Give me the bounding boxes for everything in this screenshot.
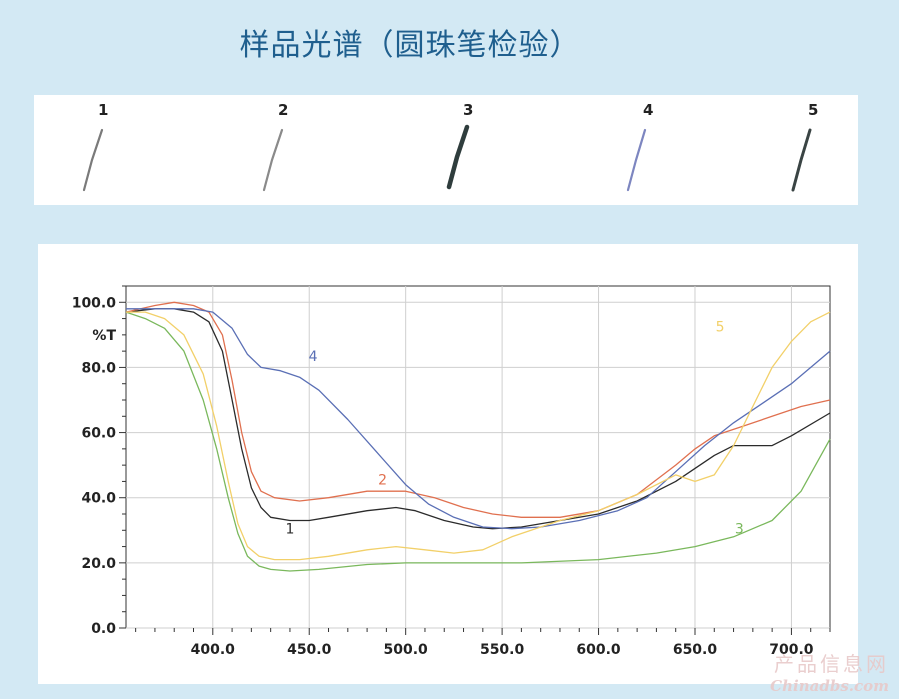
- series-line-4: [126, 308, 831, 530]
- sample-label: 1: [98, 101, 109, 119]
- series-label-3: 3: [735, 522, 744, 538]
- sample-label: 5: [808, 101, 819, 119]
- y-tick-label: 40.0: [81, 491, 116, 507]
- slide-title: 样品光谱（圆珠笔检验）: [239, 28, 581, 63]
- x-tick-label: 700.0: [769, 642, 814, 658]
- watermark-cn: 产品信息网: [774, 652, 889, 676]
- ink-stroke-4: [626, 128, 647, 192]
- x-tick-label: 500.0: [384, 642, 429, 658]
- ink-stroke-5: [791, 128, 812, 192]
- ink-stroke-2: [262, 128, 284, 192]
- ink-stroke-1: [82, 128, 104, 192]
- watermark-en: Chinadbs.com: [770, 677, 889, 695]
- y-tick-label: 60.0: [81, 426, 116, 442]
- y-axis-label: %T: [92, 328, 116, 344]
- sample-2: 2: [244, 95, 324, 205]
- series-label-4: 4: [309, 349, 318, 365]
- sample-3: 3: [429, 95, 509, 205]
- x-tick-label: 450.0: [287, 642, 332, 658]
- y-tick-label: 20.0: [81, 556, 116, 572]
- series-line-2: [125, 301, 831, 518]
- spectrum-chart: 400.0 450.0 500.0 550.0 600.0 650.0 700.0 0.0 20…: [72, 285, 831, 658]
- series-label-2: 2: [378, 473, 387, 489]
- series-line-1: [125, 308, 831, 530]
- x-tick-label: 600.0: [576, 642, 621, 658]
- series-line-3: [125, 311, 831, 572]
- x-tick-label: 650.0: [673, 642, 718, 658]
- sample-1: 1: [64, 95, 144, 205]
- sample-strip: 1 2 3 4 5: [34, 95, 858, 205]
- sample-5: 5: [774, 95, 854, 205]
- y-tick-label: 100.0: [72, 295, 117, 311]
- x-tick-label: 550.0: [480, 642, 525, 658]
- sample-label: 2: [278, 101, 289, 119]
- sample-4: 4: [609, 95, 689, 205]
- watermark: 产品信息网 Chinadbs.com: [770, 648, 889, 695]
- series-label-1: 1: [285, 522, 294, 538]
- y-tick-label: 0.0: [91, 621, 116, 637]
- ink-stroke-3: [446, 124, 470, 190]
- x-tick-label: 400.0: [191, 642, 236, 658]
- series-line-5: [126, 311, 831, 561]
- y-tick-label: 80.0: [81, 360, 116, 376]
- spectrum-panel: 400.0 450.0 500.0 550.0 600.0 650.0 700.0 0.0 20…: [38, 244, 858, 684]
- plot-area: [125, 285, 831, 629]
- sample-label: 4: [643, 101, 654, 119]
- series-label-5: 5: [716, 320, 725, 336]
- sample-label: 3: [463, 101, 474, 119]
